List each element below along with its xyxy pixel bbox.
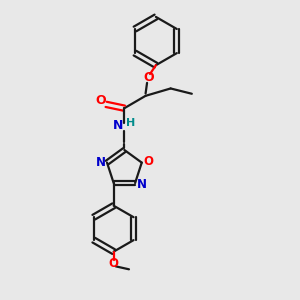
Text: O: O [143, 71, 154, 84]
Text: O: O [109, 257, 119, 270]
Text: O: O [95, 94, 106, 107]
Text: H: H [126, 118, 136, 128]
Text: N: N [95, 156, 106, 169]
Text: O: O [143, 154, 153, 168]
Text: N: N [113, 119, 123, 132]
Text: N: N [136, 178, 147, 191]
